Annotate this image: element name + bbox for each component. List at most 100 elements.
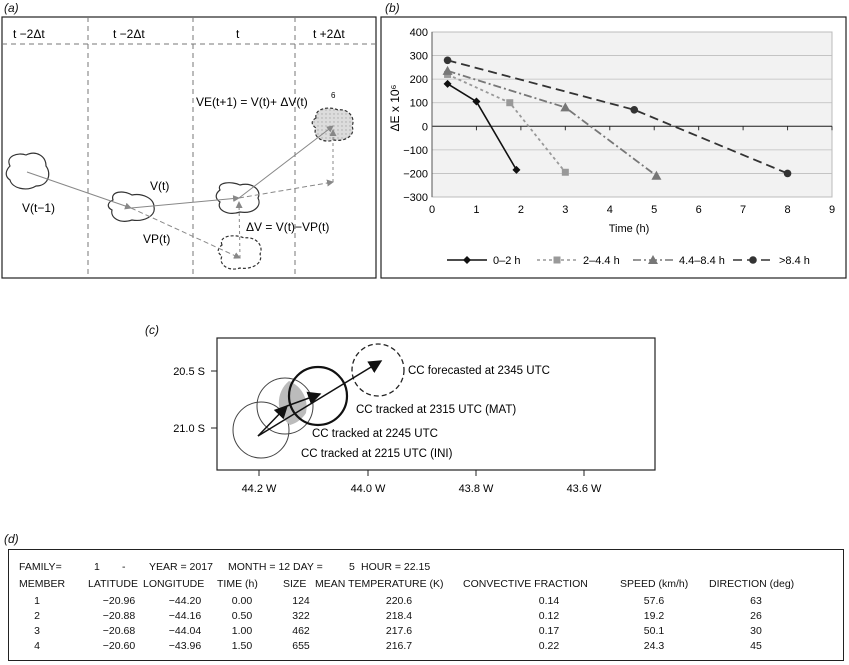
annotation-2245: CC tracked at 2245 UTC	[312, 428, 438, 440]
panel-a: t −2Δt t −2Δt t t +2Δt VE(t+1) = V(t)+ Δ…	[1, 16, 377, 279]
table-cell: 3	[34, 625, 40, 637]
data-point	[783, 169, 792, 178]
plot-area	[431, 31, 833, 198]
x-tick-label: 9	[829, 204, 835, 216]
table-cell: 1.50	[231, 640, 253, 652]
column-header: DIRECTION (deg)	[709, 578, 795, 590]
x-tick-label: 6	[696, 204, 702, 216]
annotation-2215: CC tracked at 2215 UTC (INI)	[301, 448, 453, 460]
cloud-cell-predicted	[217, 235, 262, 270]
family-label: FAMILY=	[19, 561, 62, 573]
vector-v-t	[130, 195, 240, 209]
x-tick-label: 8	[784, 204, 790, 216]
x-tick-label: 2	[518, 204, 524, 216]
label-vt: V(t)	[150, 179, 169, 193]
table-cell: 0.22	[538, 640, 560, 652]
label-vt-minus-1: V(t−1)	[22, 201, 55, 215]
time-col-label: t	[236, 27, 240, 41]
table-cell: 0.17	[538, 625, 560, 637]
cloud-cell-extrapolated	[311, 107, 354, 142]
legend-marker	[463, 256, 471, 264]
family-sep: -	[122, 561, 126, 573]
lon-label: 43.8 W	[459, 483, 494, 495]
legend-label: 2–4.4 h	[583, 255, 620, 267]
x-tick-label: 5	[651, 204, 657, 216]
y-tick-label: 200	[410, 74, 428, 86]
cc-circle-forecast	[351, 343, 405, 397]
label-vp: VP(t)	[143, 232, 170, 246]
y-tick-label: −100	[403, 145, 428, 157]
table-cell: −44.04	[168, 625, 202, 637]
table-cell: −44.16	[168, 610, 202, 622]
table-cell: −43.96	[168, 640, 202, 652]
panel-a-frame	[1, 16, 377, 279]
year: YEAR = 2017	[149, 561, 213, 573]
annotation-2315: CC tracked at 2315 UTC (MAT)	[356, 404, 516, 416]
table-cell: 462	[292, 625, 310, 637]
month: MONTH = 12 DAY =	[228, 561, 323, 573]
table-cell: 45	[750, 640, 762, 652]
column-header: CONVECTIVE FRACTION	[463, 578, 588, 590]
family-value: 1	[94, 561, 100, 573]
panel-label-c: (c)	[145, 323, 159, 337]
table-cell: −44.20	[168, 595, 202, 607]
lat-label: 21.0 S	[173, 423, 205, 435]
table-cell: 220.6	[385, 595, 413, 607]
panel-c-frame	[216, 337, 656, 471]
data-point	[560, 102, 571, 112]
data-point	[472, 97, 481, 106]
time-col-label: t +2Δt	[313, 27, 345, 41]
chart-x-axis-label: Time (h)	[609, 223, 650, 235]
x-tick-label: 7	[740, 204, 746, 216]
y-tick-label: 0	[422, 121, 428, 133]
table-cell: 26	[750, 610, 762, 622]
table-cell: 24.3	[643, 640, 665, 652]
data-point	[651, 170, 662, 180]
table-cell: 0.14	[538, 595, 560, 607]
table-cell: −20.68	[102, 625, 136, 637]
label-ve: VE(t+1) = V(t)+ ΔV(t)	[196, 95, 308, 109]
table-cell: 0.12	[538, 610, 560, 622]
column-header: MEMBER	[19, 578, 66, 590]
label-ve-superscript: 6	[331, 91, 336, 100]
table-cell: 19.2	[643, 610, 665, 622]
series-line-4	[447, 59, 788, 175]
table-cell: 4	[34, 640, 40, 652]
cloud-cell-t-minus-1	[5, 152, 50, 190]
table-cell: 322	[292, 610, 310, 622]
table-cell: 63	[750, 595, 762, 607]
lon-label: 44.0 W	[351, 483, 386, 495]
chart-legend: 0–2 h 2–4.4 h 4.4–8.4 h >8.4 h	[447, 255, 810, 267]
time-col-label: t −2Δt	[13, 27, 45, 41]
legend-label: >8.4 h	[779, 255, 810, 267]
table-cell: −20.88	[102, 610, 136, 622]
column-header: TIME (h)	[217, 578, 258, 590]
label-delta-v: ΔV = V(t)−VP(t)	[246, 220, 329, 234]
table-cell: 217.6	[385, 625, 413, 637]
panel-label-a: (a)	[4, 1, 19, 15]
legend-marker	[553, 256, 561, 264]
column-header: SPEED (km/h)	[620, 578, 689, 590]
table-cell: 216.7	[385, 640, 413, 652]
table-cell: −20.96	[102, 595, 136, 607]
table-cell: 1.00	[231, 625, 253, 637]
y-tick-label: 400	[410, 27, 428, 39]
table-cell: 218.4	[385, 610, 413, 622]
vector-v-t-minus-1	[26, 171, 132, 210]
panel-c: 20.5 S 21.0 S 44.2 W 44.0 W 43.8 W 43.6 …	[173, 337, 656, 495]
data-point	[443, 79, 452, 88]
time-col-label: t −2Δt	[113, 27, 145, 41]
lon-label: 43.6 W	[567, 483, 602, 495]
column-header: LONGITUDE	[143, 578, 205, 590]
column-header: SIZE	[283, 578, 307, 590]
tracking-table: FAMILY= 1 - YEAR = 2017 MONTH = 12 DAY =…	[8, 549, 844, 661]
annotation-forecast: CC forecasted at 2345 UTC	[408, 365, 550, 377]
y-tick-label: 100	[410, 98, 428, 110]
table-cell: 124	[292, 595, 310, 607]
x-tick-label: 1	[473, 204, 479, 216]
table-cell: 655	[292, 640, 310, 652]
data-point	[561, 168, 569, 176]
chart-y-axis-label: ΔE x 10⁶	[388, 84, 402, 131]
